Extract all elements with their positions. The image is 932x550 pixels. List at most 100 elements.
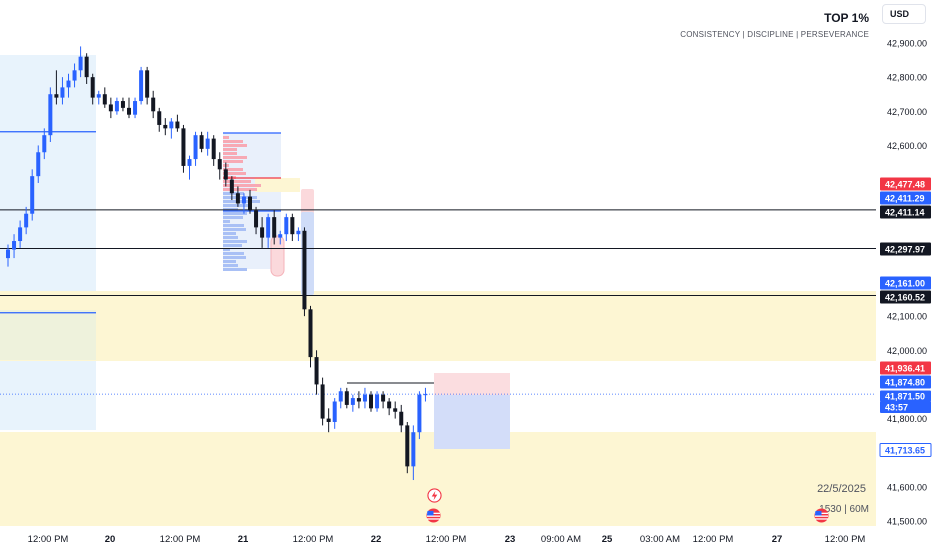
candle[interactable] xyxy=(120,97,125,112)
candle[interactable] xyxy=(272,210,277,245)
candle[interactable] xyxy=(399,404,404,433)
price-label-red[interactable]: 41,936.41 xyxy=(880,361,931,375)
candle[interactable] xyxy=(375,391,380,412)
candle[interactable] xyxy=(332,398,337,429)
candle[interactable] xyxy=(423,387,428,402)
candle[interactable] xyxy=(6,244,10,267)
candle[interactable] xyxy=(163,118,168,136)
us-flag-icon-right[interactable] xyxy=(814,508,829,523)
candle[interactable] xyxy=(223,162,228,187)
candle[interactable] xyxy=(260,217,265,248)
candle[interactable] xyxy=(314,350,319,395)
candle[interactable] xyxy=(151,90,156,119)
candle[interactable] xyxy=(78,46,83,78)
us-flag-icon[interactable] xyxy=(426,508,441,523)
price-label-black[interactable]: 42,297.97 xyxy=(880,242,931,256)
candle[interactable] xyxy=(127,97,131,119)
candle[interactable] xyxy=(169,118,174,139)
currency-selector[interactable]: USD xyxy=(882,4,926,24)
candle[interactable] xyxy=(362,387,367,409)
candle[interactable] xyxy=(356,391,361,409)
candle[interactable] xyxy=(302,227,307,317)
candle[interactable] xyxy=(102,87,107,108)
candle[interactable] xyxy=(84,53,89,84)
profile-bar xyxy=(223,220,230,223)
candle[interactable] xyxy=(24,206,29,235)
candle[interactable] xyxy=(326,408,331,433)
candle[interactable] xyxy=(217,152,222,180)
profile-bar xyxy=(223,148,237,151)
price-label-black[interactable]: 42,411.14 xyxy=(880,205,931,219)
price-tick-label: 42,600.00 xyxy=(887,141,927,151)
price-label-blue[interactable]: 42,411.29 xyxy=(880,191,931,205)
candle[interactable] xyxy=(290,213,295,242)
candle[interactable] xyxy=(350,394,355,412)
candle[interactable] xyxy=(411,425,416,481)
profile-bar xyxy=(223,244,242,247)
candle[interactable] xyxy=(12,234,17,259)
price-axis[interactable]: 42,900.00 42,800.00 42,700.00 42,600.00 42,1… xyxy=(879,39,932,527)
candle[interactable] xyxy=(66,73,71,98)
profile-bar xyxy=(223,240,247,243)
profile-bar xyxy=(223,180,251,183)
candle[interactable] xyxy=(175,114,180,132)
candle[interactable] xyxy=(193,131,198,166)
candle[interactable] xyxy=(254,206,259,235)
candle[interactable] xyxy=(54,70,59,105)
candle[interactable] xyxy=(393,401,398,419)
candle[interactable] xyxy=(157,107,162,132)
candle[interactable] xyxy=(181,124,186,173)
candle[interactable] xyxy=(36,145,41,183)
candle[interactable] xyxy=(320,377,325,426)
candle[interactable] xyxy=(266,213,271,248)
price-label-blue[interactable]: 41,874.80 xyxy=(880,375,931,389)
candle[interactable] xyxy=(235,186,240,207)
price-label-countdown[interactable]: 43:57 xyxy=(880,401,931,413)
candle[interactable] xyxy=(96,90,101,105)
candle[interactable] xyxy=(381,391,386,409)
price-label-blue[interactable]: 42,161.00 xyxy=(880,276,931,290)
candle[interactable] xyxy=(284,213,289,242)
candle[interactable] xyxy=(211,135,216,166)
candle[interactable] xyxy=(405,421,410,474)
candle[interactable] xyxy=(114,97,119,115)
price-label-red[interactable]: 42,477.48 xyxy=(880,177,931,191)
candle[interactable] xyxy=(48,87,53,143)
candle[interactable] xyxy=(60,77,65,105)
candle[interactable] xyxy=(199,131,204,153)
svg-text:42,477.48: 42,477.48 xyxy=(885,179,925,189)
candle[interactable] xyxy=(90,73,95,105)
candle[interactable] xyxy=(344,387,349,409)
candle[interactable] xyxy=(133,97,138,119)
price-label-black[interactable]: 42,160.52 xyxy=(880,290,931,304)
candle[interactable] xyxy=(18,220,23,248)
candle[interactable] xyxy=(387,398,392,416)
candle[interactable] xyxy=(296,227,301,242)
candle[interactable] xyxy=(308,305,313,368)
candle[interactable] xyxy=(248,189,252,214)
candle[interactable] xyxy=(42,128,47,160)
lightning-event-icon[interactable] xyxy=(427,488,442,503)
price-label-blue-countdown[interactable]: 41,871.50 xyxy=(880,390,931,402)
profile-bar xyxy=(223,256,246,259)
price-label-blue-outline[interactable]: 41,713.65 xyxy=(879,443,932,457)
candle[interactable] xyxy=(108,97,113,119)
session-timeframe: 1530 | 60M xyxy=(819,504,869,515)
candle[interactable] xyxy=(369,391,373,412)
candle[interactable] xyxy=(417,391,422,440)
time-tick-label: 03:00 AM xyxy=(640,534,680,545)
candle[interactable] xyxy=(278,230,283,245)
candle[interactable] xyxy=(139,66,144,105)
candle[interactable] xyxy=(187,155,192,180)
candle[interactable] xyxy=(229,176,234,201)
candle[interactable] xyxy=(30,169,35,221)
time-tick-label: 12:00 PM xyxy=(28,534,69,545)
candle[interactable] xyxy=(72,63,77,88)
candle[interactable] xyxy=(205,131,210,156)
time-axis[interactable]: 12:00 PM 20 12:00 PM 21 12:00 PM 22 12:00 PM 23… xyxy=(28,534,866,545)
candle[interactable] xyxy=(241,193,246,214)
candle[interactable] xyxy=(338,387,343,409)
candle[interactable] xyxy=(145,66,150,105)
position-target-zone xyxy=(434,373,510,395)
